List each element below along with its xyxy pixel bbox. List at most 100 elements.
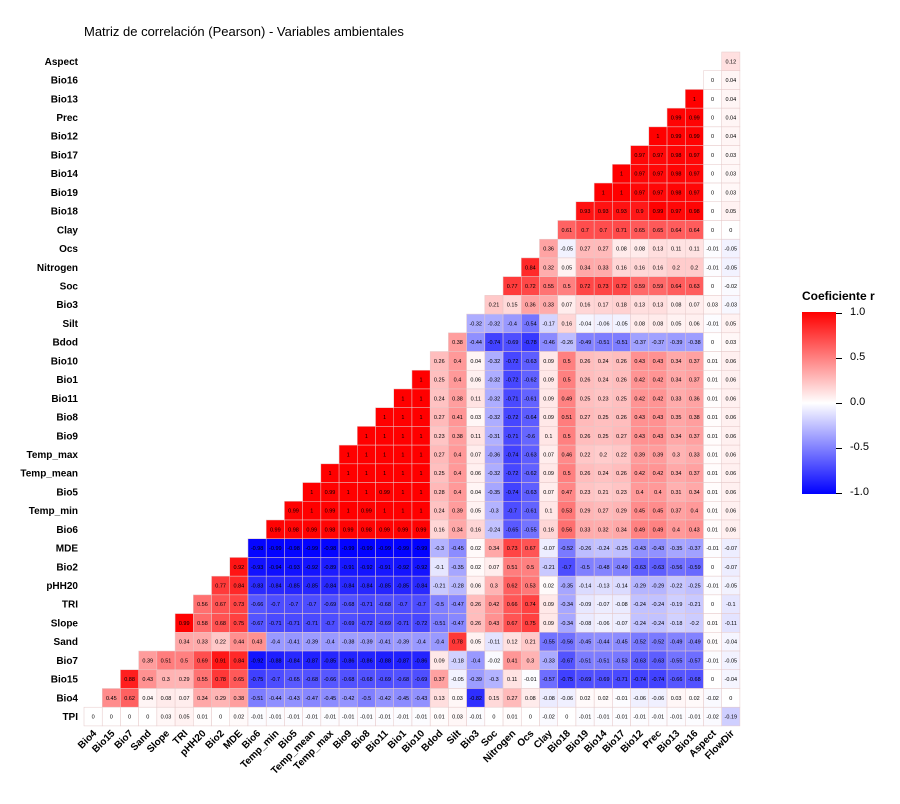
cell-value-label: 0.59 bbox=[634, 284, 645, 290]
cell-value-label: 0.01 bbox=[707, 509, 718, 515]
cell-value-label: -0.56 bbox=[670, 565, 683, 571]
cell-value-label: -0.51 bbox=[597, 658, 610, 664]
cell-value-label: -0.43 bbox=[287, 696, 300, 702]
cell-value-label: -0.02 bbox=[706, 715, 719, 721]
cell-value-label: 0.33 bbox=[598, 265, 609, 271]
cell-value-label: 0.25 bbox=[580, 396, 591, 402]
cell-value-label: 0.33 bbox=[689, 452, 700, 458]
cell-value-label: 0 bbox=[146, 715, 149, 721]
cell-value-label: -0.63 bbox=[633, 658, 646, 664]
cell-value-label: 0.11 bbox=[671, 247, 681, 253]
cell-value-label: -0.99 bbox=[415, 546, 428, 552]
cell-value-label: -0.07 bbox=[725, 565, 738, 571]
cell-value-label: 0.97 bbox=[653, 172, 664, 178]
legend-colorbar bbox=[802, 312, 836, 494]
row-labels: Aspect Bio16 Bio13 Prec Bio12 Bio17 Bio14 Bio19… bbox=[20, 57, 78, 723]
cell-value-label: -0.54 bbox=[524, 321, 537, 327]
row-label: Temp_max bbox=[26, 450, 78, 461]
cell-value-label: 0.5 bbox=[563, 434, 571, 440]
cell-value-label: 0.16 bbox=[470, 527, 481, 533]
cell-value-label: -0.26 bbox=[561, 340, 574, 346]
cell-value-label: -0.68 bbox=[360, 677, 373, 683]
row-label: Bio4 bbox=[56, 693, 78, 704]
cell-value-label: 0.5 bbox=[563, 284, 571, 290]
cell-value-label: 0.26 bbox=[434, 359, 445, 365]
cell-value-label: 0.97 bbox=[634, 190, 645, 196]
cell-value-label: -0.36 bbox=[488, 452, 501, 458]
cell-value-label: -0.5 bbox=[362, 696, 371, 702]
cell-value-label: 0.04 bbox=[725, 116, 736, 122]
chart-title: Matriz de correlación (Pearson) - Variab… bbox=[84, 24, 404, 39]
cell-value-label: 0.03 bbox=[707, 303, 718, 309]
cell-value-label: 0.34 bbox=[616, 527, 627, 533]
row-label: Bio12 bbox=[51, 132, 79, 143]
cell-value-label: 0.16 bbox=[561, 321, 572, 327]
cell-value-label: 0.99 bbox=[361, 509, 372, 515]
cell-value-label: 0.38 bbox=[234, 696, 245, 702]
cell-value-label: 0.06 bbox=[725, 378, 736, 384]
cell-value-label: 0.43 bbox=[653, 415, 664, 421]
cell-value-label: -0.37 bbox=[688, 546, 701, 552]
cell-value-label: -0.43 bbox=[652, 546, 665, 552]
cell-value-label: -0.28 bbox=[451, 584, 464, 590]
cell-value-label: -0.51 bbox=[579, 658, 592, 664]
cell-value-label: -0.55 bbox=[670, 658, 683, 664]
cell-value-label: -0.72 bbox=[506, 378, 519, 384]
cell-value-label: -0.02 bbox=[706, 696, 719, 702]
cell-value-label: -0.72 bbox=[506, 359, 519, 365]
cell-value-label: 0.1 bbox=[545, 509, 553, 515]
cell-value-label: -0.99 bbox=[378, 546, 391, 552]
cell-value-label: -0.45 bbox=[324, 696, 337, 702]
cell-value-label: -0.21 bbox=[542, 565, 555, 571]
cell-value-label: -0.71 bbox=[397, 621, 410, 627]
cell-value-label: -0.31 bbox=[488, 434, 501, 440]
legend-tick-label: 1.0 bbox=[850, 306, 866, 318]
cell-value-label: 0.08 bbox=[634, 321, 645, 327]
cell-value-label: 1 bbox=[620, 172, 623, 178]
cell-value-label: -0.34 bbox=[561, 602, 574, 608]
cell-value-label: 0.39 bbox=[653, 452, 664, 458]
cell-value-label: -0.35 bbox=[488, 490, 501, 496]
cell-value-label: -0.86 bbox=[342, 658, 355, 664]
cell-value-label: 0.02 bbox=[689, 696, 700, 702]
cell-value-label: -0.08 bbox=[615, 602, 628, 608]
cell-value-label: 0.5 bbox=[527, 565, 535, 571]
cell-value-label: 0.99 bbox=[671, 134, 682, 140]
cell-value-label: 0.27 bbox=[616, 434, 627, 440]
cell-value-label: -0.01 bbox=[378, 715, 391, 721]
cell-value-label: -0.32 bbox=[469, 321, 482, 327]
row-label: pHH20 bbox=[46, 581, 78, 592]
cell-value-label: 0 bbox=[729, 696, 732, 702]
cell-value-label: 0.23 bbox=[580, 490, 591, 496]
cell-value-label: -0.66 bbox=[251, 602, 264, 608]
cell-value-label: 0.4 bbox=[454, 359, 462, 365]
cell-value-label: 0.43 bbox=[653, 359, 664, 365]
cell-value-label: 0.38 bbox=[452, 340, 463, 346]
cell-value-label: 1 bbox=[401, 509, 404, 515]
cell-value-label: -0.91 bbox=[342, 565, 355, 571]
cell-value-label: -0.51 bbox=[251, 696, 264, 702]
cell-value-label: -0.47 bbox=[305, 696, 318, 702]
cell-value-label: 0.2 bbox=[672, 265, 680, 271]
cell-value-label: -0.99 bbox=[342, 546, 355, 552]
cell-value-label: 0.25 bbox=[434, 378, 445, 384]
row-label: Slope bbox=[51, 618, 79, 629]
cell-value-label: -0.1 bbox=[435, 565, 444, 571]
cell-value-label: 0.34 bbox=[179, 640, 190, 646]
cell-value-label: -0.68 bbox=[342, 677, 355, 683]
cell-value-label: 0.98 bbox=[689, 209, 700, 215]
cell-value-label: -0.07 bbox=[542, 546, 555, 552]
cell-value-label: 0.99 bbox=[671, 116, 682, 122]
cell-value-label: 0.42 bbox=[634, 378, 645, 384]
cell-value-label: 0.24 bbox=[598, 359, 609, 365]
cell-value-label: 0.13 bbox=[434, 696, 445, 702]
cell-value-label: -0.52 bbox=[652, 640, 665, 646]
row-label: Temp_min bbox=[29, 506, 78, 517]
cell-value-label: -0.44 bbox=[597, 640, 610, 646]
cell-value-label: -0.01 bbox=[706, 546, 719, 552]
cell-value-label: -0.01 bbox=[287, 715, 300, 721]
cell-value-label: 0.99 bbox=[379, 527, 390, 533]
cell-value-label: 0.08 bbox=[671, 303, 682, 309]
cell-value-label: -0.24 bbox=[633, 621, 646, 627]
cell-value-label: -0.05 bbox=[725, 658, 738, 664]
